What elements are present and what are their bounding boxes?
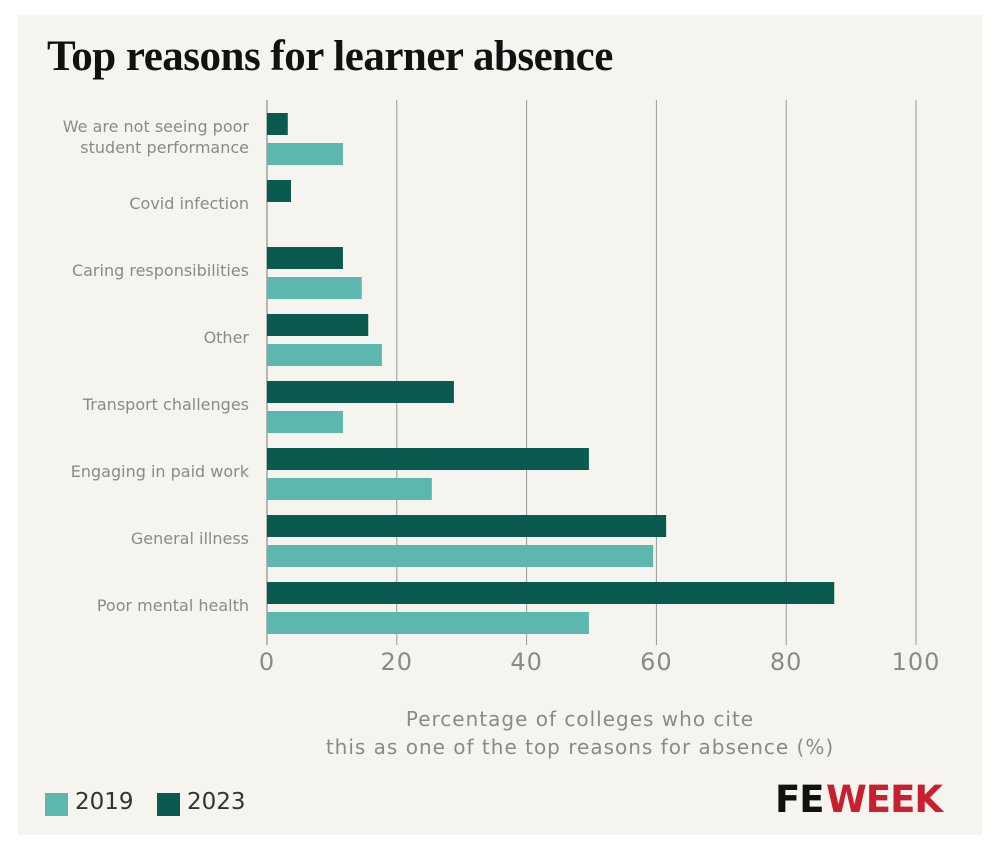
- bar: [267, 515, 667, 537]
- x-axis-title: Percentage of colleges who cite this as …: [325, 707, 835, 759]
- x-tick-label: 60: [640, 648, 673, 676]
- bar: [267, 247, 343, 269]
- bar: [267, 143, 343, 165]
- bar: [267, 381, 454, 403]
- bar: [267, 545, 654, 567]
- y-tick-label: Other: [203, 328, 249, 347]
- bar: [267, 314, 369, 336]
- y-tick-label: General illness: [130, 529, 249, 548]
- y-tick-label: Engaging in paid work: [70, 462, 249, 481]
- y-tick-label: Caring responsibilities: [71, 261, 249, 280]
- bar: [267, 448, 589, 470]
- chart-title: Top reasons for learner absence: [47, 33, 613, 80]
- bar: [267, 612, 589, 634]
- legend-label: 2023: [187, 789, 246, 815]
- bar: [267, 411, 343, 433]
- bar: [267, 582, 835, 604]
- y-tick-label: We are not seeing poor student performan…: [62, 117, 249, 157]
- bar: [267, 180, 292, 202]
- x-tick-label: 40: [510, 648, 543, 676]
- legend-swatch: [45, 793, 68, 816]
- x-tick-label: 0: [258, 648, 276, 676]
- y-tick-label: Transport challenges: [82, 395, 249, 414]
- panel: [18, 15, 982, 835]
- bar: [267, 478, 432, 500]
- bar: [267, 277, 362, 299]
- brand-week: WEEK: [826, 778, 943, 821]
- x-tick-label: 20: [380, 648, 414, 676]
- legend-swatch: [157, 793, 180, 816]
- bar: [267, 344, 382, 366]
- legend-label: 2019: [75, 789, 134, 815]
- y-tick-label: Covid infection: [129, 194, 249, 213]
- y-tick-label: Poor mental health: [96, 596, 249, 615]
- brand-fe: FE: [775, 778, 825, 821]
- x-tick-label: 80: [769, 648, 803, 676]
- x-tick-label: 100: [891, 648, 941, 676]
- bar: [267, 113, 288, 135]
